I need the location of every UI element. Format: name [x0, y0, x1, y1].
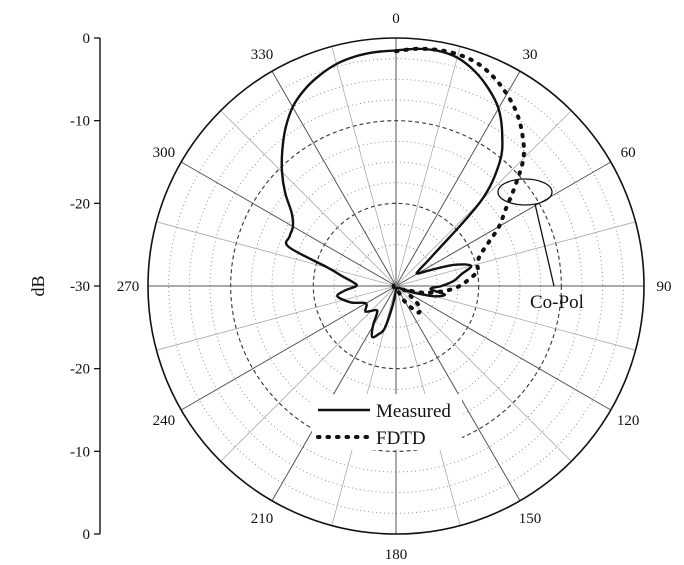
- angle-tick-label: 120: [617, 413, 640, 429]
- y-tick-label: 0: [83, 527, 91, 543]
- grid-spoke: [271, 285, 397, 502]
- grid-spoke: [180, 161, 397, 287]
- angle-tick-label: 180: [385, 547, 408, 563]
- y-tick-label: -10: [70, 444, 90, 460]
- angle-tick-label: 60: [621, 145, 636, 161]
- angle-tick-label: 300: [153, 145, 176, 161]
- y-tick-label: -10: [70, 114, 90, 130]
- series-measured-line: [280, 47, 504, 339]
- co-pol-annotation: Co-Pol: [497, 178, 584, 313]
- grid-spoke: [180, 285, 397, 411]
- series-fdtd-line: [391, 46, 526, 315]
- grid-spoke: [395, 46, 461, 287]
- angle-tick-label: 210: [251, 511, 274, 527]
- grid-spoke: [395, 70, 521, 287]
- grid-spoke: [271, 70, 397, 287]
- grid-spoke: [395, 161, 612, 287]
- annotation-ellipse: [497, 178, 553, 206]
- y-tick-label: -30: [70, 279, 90, 295]
- grid: [147, 37, 645, 535]
- y-tick-label: -20: [70, 362, 90, 378]
- grid-spoke: [395, 221, 636, 287]
- series-group: [280, 46, 526, 339]
- y-axis: 0 -10 -20 -30 -20 -10 0 dB: [28, 31, 101, 543]
- legend: Measured FDTD: [312, 394, 462, 450]
- angle-tick-label: 150: [519, 511, 542, 527]
- annotation-text: Co-Pol: [530, 292, 584, 313]
- grid-spoke: [395, 285, 572, 462]
- grid-spoke: [156, 221, 397, 287]
- angle-tick-label: 240: [153, 413, 176, 429]
- y-tick-label: 0: [83, 31, 91, 47]
- grid-spoke: [220, 285, 397, 462]
- grid-spoke: [395, 285, 521, 502]
- grid-spoke: [331, 46, 397, 287]
- annotation-leader: [534, 203, 555, 287]
- angle-tick-label: 330: [251, 47, 274, 63]
- grid-spoke: [220, 110, 397, 287]
- y-tick-label: -20: [70, 196, 90, 212]
- grid-spoke: [395, 285, 612, 411]
- grid-spoke: [156, 285, 397, 351]
- y-axis-label: dB: [28, 275, 48, 296]
- angle-tick-label: 90: [657, 279, 672, 295]
- legend-measured-label: Measured: [376, 401, 451, 422]
- outer-boundary: [147, 37, 645, 535]
- legend-fdtd-label: FDTD: [376, 428, 426, 449]
- angle-tick-label: 270: [117, 279, 140, 295]
- angle-tick-label: 0: [392, 11, 400, 27]
- angle-labels: 0 30 60 90 120 150 180 210 240 270 300 330: [117, 11, 672, 563]
- angle-tick-label: 30: [523, 47, 538, 63]
